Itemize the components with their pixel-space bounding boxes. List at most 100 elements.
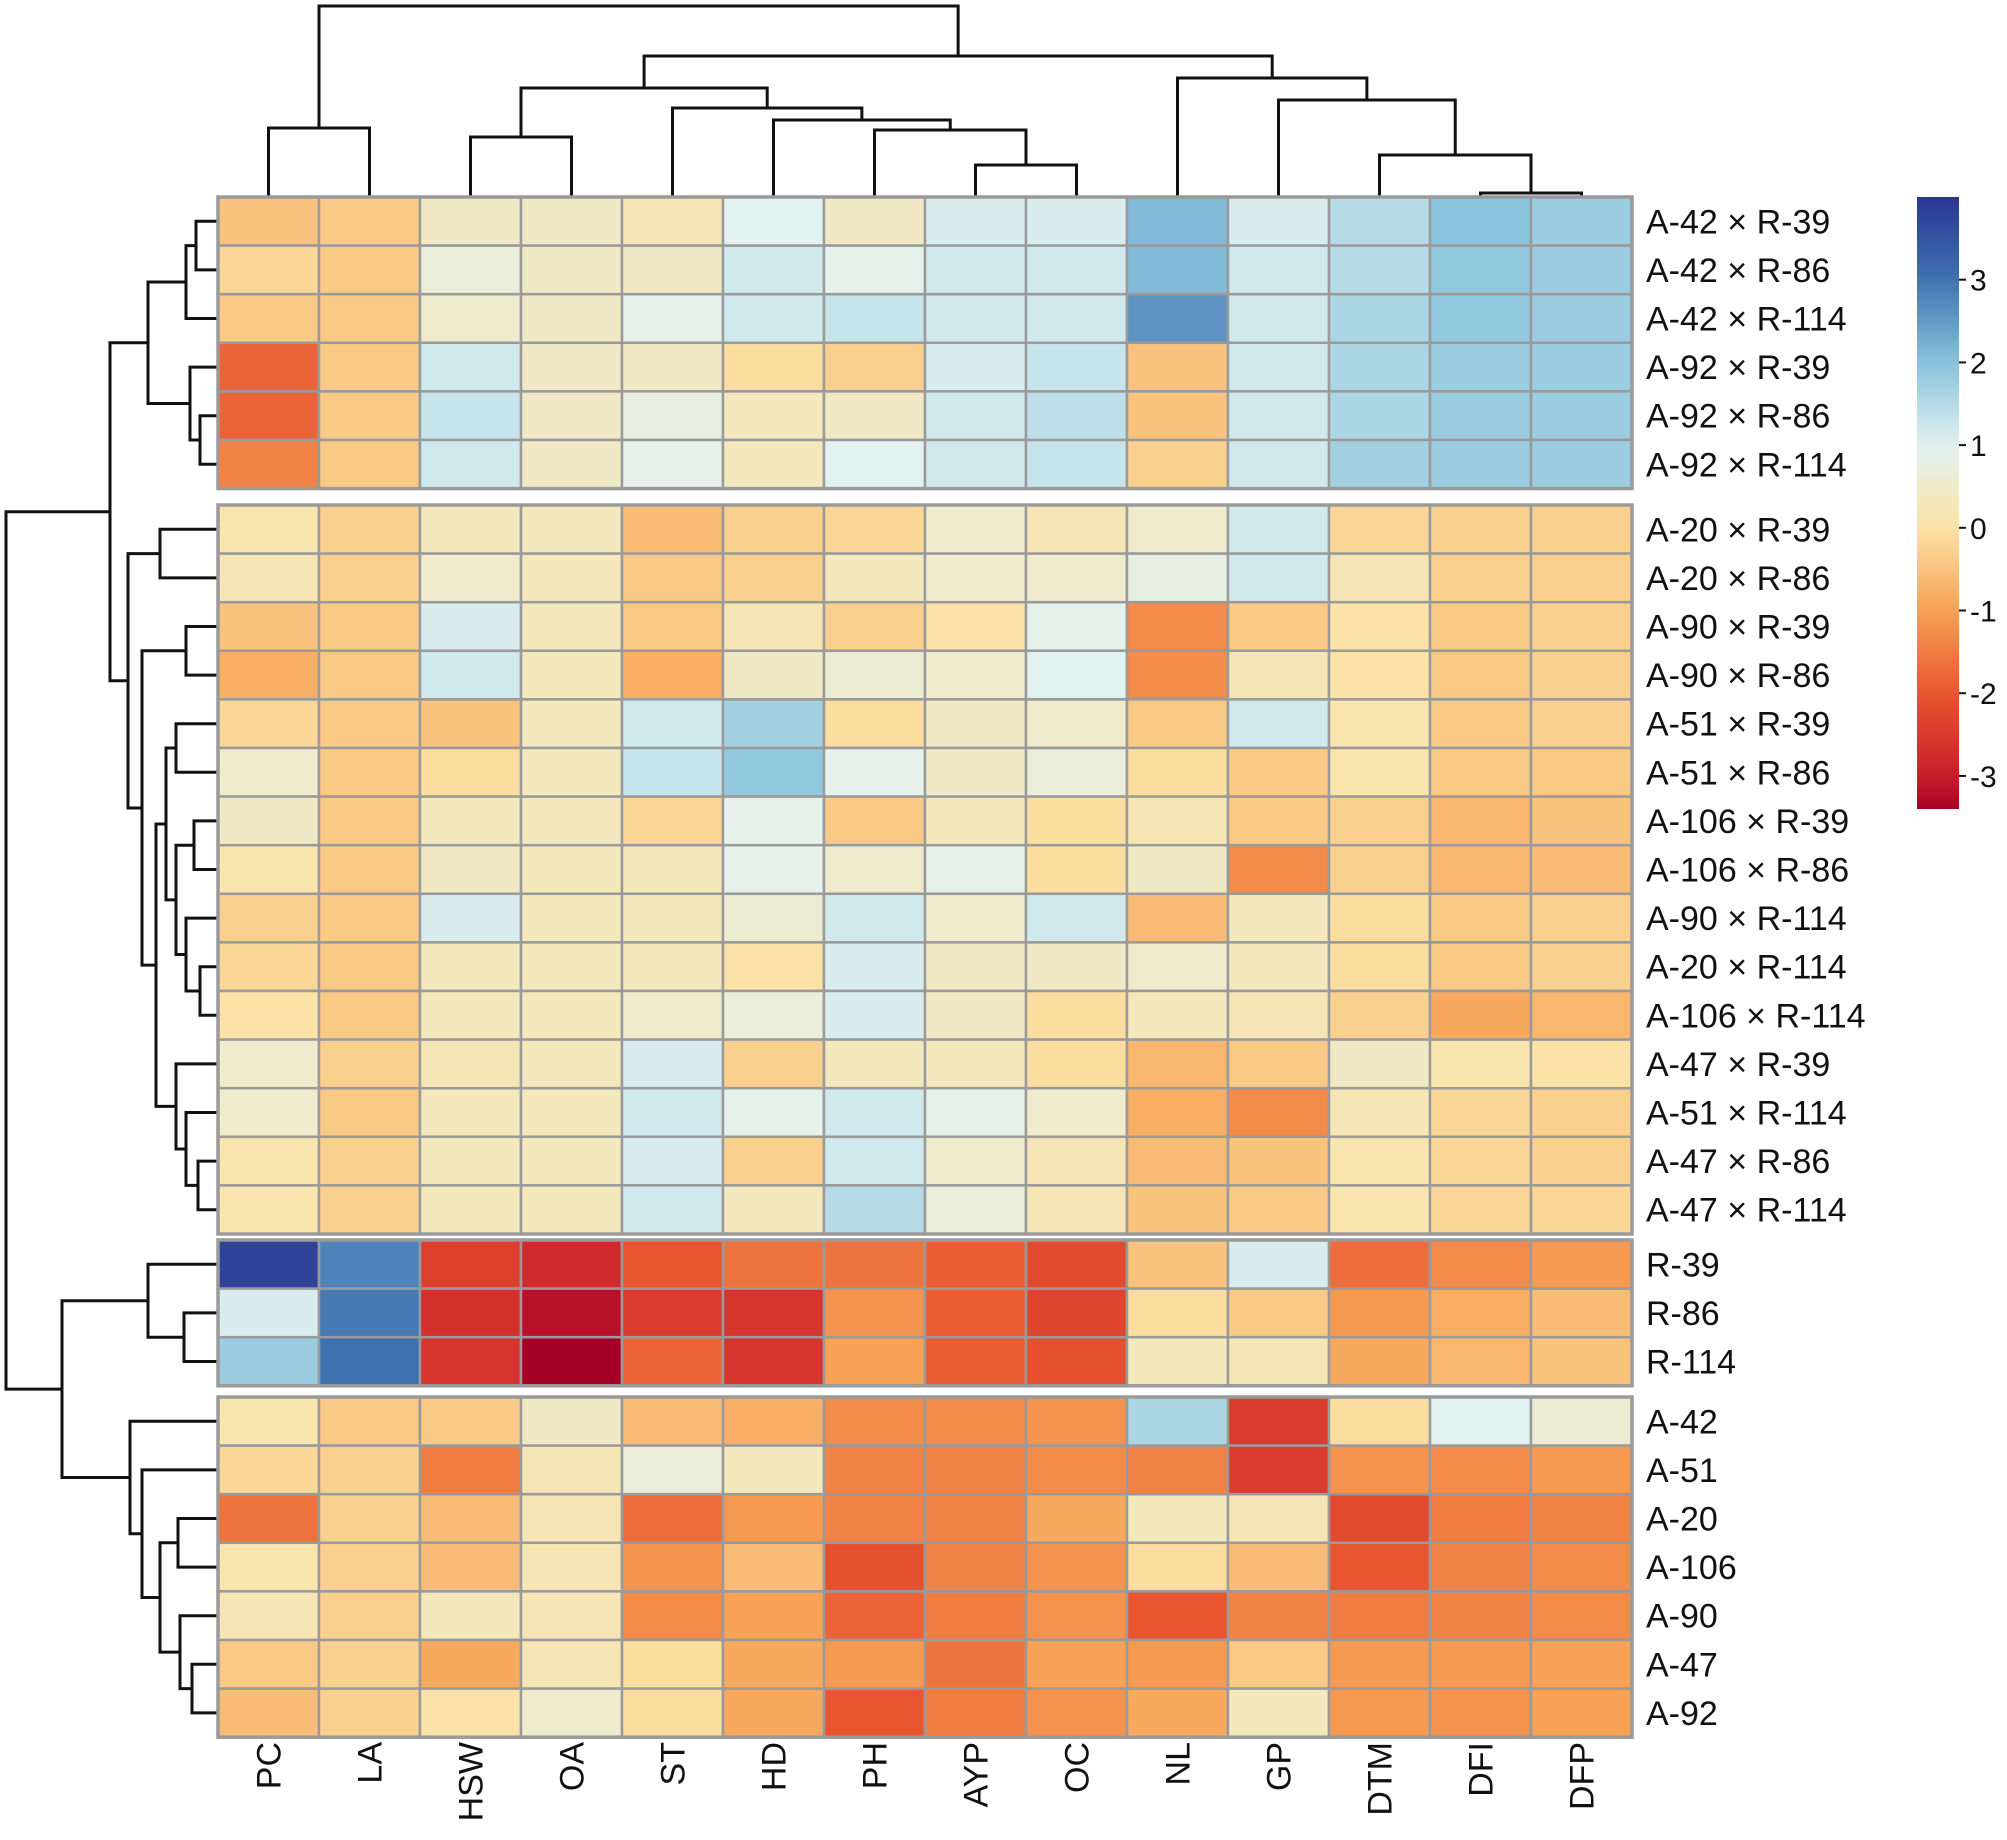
heatmap-cell xyxy=(317,292,422,345)
row-group-frames xyxy=(216,195,1634,1739)
heatmap-cell xyxy=(721,649,826,701)
heatmap-cell xyxy=(1226,649,1331,701)
heatmap-cell xyxy=(1125,1135,1230,1187)
heatmap-cell xyxy=(822,1184,927,1236)
heatmap-cell xyxy=(1327,1590,1432,1642)
heatmap-cell xyxy=(1428,649,1533,701)
heatmap-cell xyxy=(1327,795,1432,847)
heatmap-cell xyxy=(418,1184,523,1236)
column-label: OC xyxy=(1059,1742,1097,1793)
column-dendrogram-link xyxy=(469,135,573,197)
heatmap-cell xyxy=(620,1590,725,1642)
heatmap-cell xyxy=(519,503,624,555)
heatmap-cell xyxy=(620,795,725,847)
heatmap-cell xyxy=(1125,1444,1230,1496)
heatmap-cell xyxy=(317,244,422,296)
heatmap-cell xyxy=(822,1135,927,1187)
heatmap-cell xyxy=(822,438,927,490)
heatmap-cell xyxy=(1125,941,1230,993)
column-label: NL xyxy=(1160,1742,1198,1785)
heatmap-cell xyxy=(721,746,826,798)
column-label: LA xyxy=(352,1742,390,1784)
heatmap-cell xyxy=(519,552,624,604)
heatmap-cell xyxy=(1428,1492,1533,1545)
row-label: A-92 × R-114 xyxy=(1646,446,1847,484)
heatmap-cell xyxy=(822,1687,927,1739)
column-label: PH xyxy=(857,1742,895,1789)
heatmap-cell xyxy=(1529,244,1634,296)
heatmap-cell xyxy=(1529,1638,1634,1690)
column-dendrogram-link xyxy=(772,118,952,197)
row-label: A-42 × R-86 xyxy=(1646,252,1830,290)
heatmap-cell xyxy=(721,1638,826,1690)
heatmap-cell xyxy=(1125,1238,1230,1290)
heatmap-cell xyxy=(418,292,523,345)
heatmap-cell xyxy=(923,1492,1028,1545)
heatmap-cell xyxy=(216,746,321,798)
heatmap-cell xyxy=(1226,503,1331,555)
heatmap-cell xyxy=(519,892,624,944)
heatmap-cell xyxy=(1226,1444,1331,1496)
heatmap-cell xyxy=(216,600,321,653)
heatmap-cell xyxy=(721,1135,826,1187)
heatmap-cell xyxy=(1024,292,1129,345)
heatmap-cell xyxy=(216,649,321,701)
heatmap-cell xyxy=(317,600,422,653)
row-dendrogram-link xyxy=(126,552,160,810)
heatmap-cell xyxy=(620,1395,725,1447)
row-label: A-106 × R-114 xyxy=(1646,997,1866,1035)
heatmap-cell xyxy=(620,503,725,555)
heatmap-cell xyxy=(519,195,624,247)
heatmap-cell xyxy=(418,1492,523,1545)
column-label: GP xyxy=(1261,1742,1299,1791)
heatmap-cell xyxy=(1529,1135,1634,1187)
heatmap-cell xyxy=(418,1590,523,1642)
heatmap-cell xyxy=(317,341,422,393)
heatmap-cell xyxy=(1428,1238,1533,1290)
heatmap-cell xyxy=(1226,698,1331,750)
legend-tick-label: 1 xyxy=(1970,430,1987,463)
heatmap-cell xyxy=(1529,698,1634,750)
heatmap-cell xyxy=(1226,1541,1331,1593)
heatmap-cell xyxy=(1125,1335,1230,1388)
row-label: A-42 × R-114 xyxy=(1646,301,1847,339)
heatmap-cell xyxy=(1529,552,1634,604)
row-label: A-92 xyxy=(1646,1695,1718,1733)
heatmap-cell xyxy=(923,438,1028,490)
heatmap-cell xyxy=(216,1238,321,1290)
row-label: A-51 × R-114 xyxy=(1646,1095,1847,1133)
heatmap-cell xyxy=(923,795,1028,847)
heatmap-cell xyxy=(620,195,725,247)
heatmap-cell xyxy=(1024,698,1129,750)
heatmap-cell xyxy=(1226,600,1331,653)
heatmap-cell xyxy=(1024,1335,1129,1388)
heatmap-cell xyxy=(418,503,523,555)
heatmap-cell xyxy=(1529,941,1634,993)
heatmap-cell xyxy=(1428,843,1533,896)
heatmap-cell xyxy=(216,941,321,993)
heatmap-cell xyxy=(1327,1395,1432,1447)
heatmap-cell xyxy=(1226,1287,1331,1339)
column-labels: PC LA HSW OA ST HD PH AYP OC NL GP DTM DFI DFP xyxy=(251,1742,1602,1822)
heatmap-cell xyxy=(216,244,321,296)
heatmap-cell xyxy=(822,1541,927,1593)
heatmap-cell xyxy=(216,341,321,393)
heatmap-cell xyxy=(1125,1184,1230,1236)
heatmap-cell xyxy=(317,195,422,247)
heatmap-cell xyxy=(822,1444,927,1496)
row-dendrogram-link xyxy=(184,244,218,320)
heatmap-cell xyxy=(1125,795,1230,847)
heatmap-cell xyxy=(620,552,725,604)
heatmap-cell xyxy=(1125,1687,1230,1739)
column-label: HSW xyxy=(453,1742,491,1821)
heatmap-cell xyxy=(519,1086,624,1139)
row-label: A-20 xyxy=(1646,1501,1718,1539)
heatmap-cell xyxy=(1529,341,1634,393)
heatmap-cell xyxy=(1024,649,1129,701)
heatmap-cell xyxy=(620,941,725,993)
heatmap-cell xyxy=(1024,746,1129,798)
heatmap-cell xyxy=(620,1638,725,1690)
heatmap-cell xyxy=(1428,195,1533,247)
row-dendrogram-link xyxy=(146,280,190,406)
heatmap-cell xyxy=(317,438,422,490)
